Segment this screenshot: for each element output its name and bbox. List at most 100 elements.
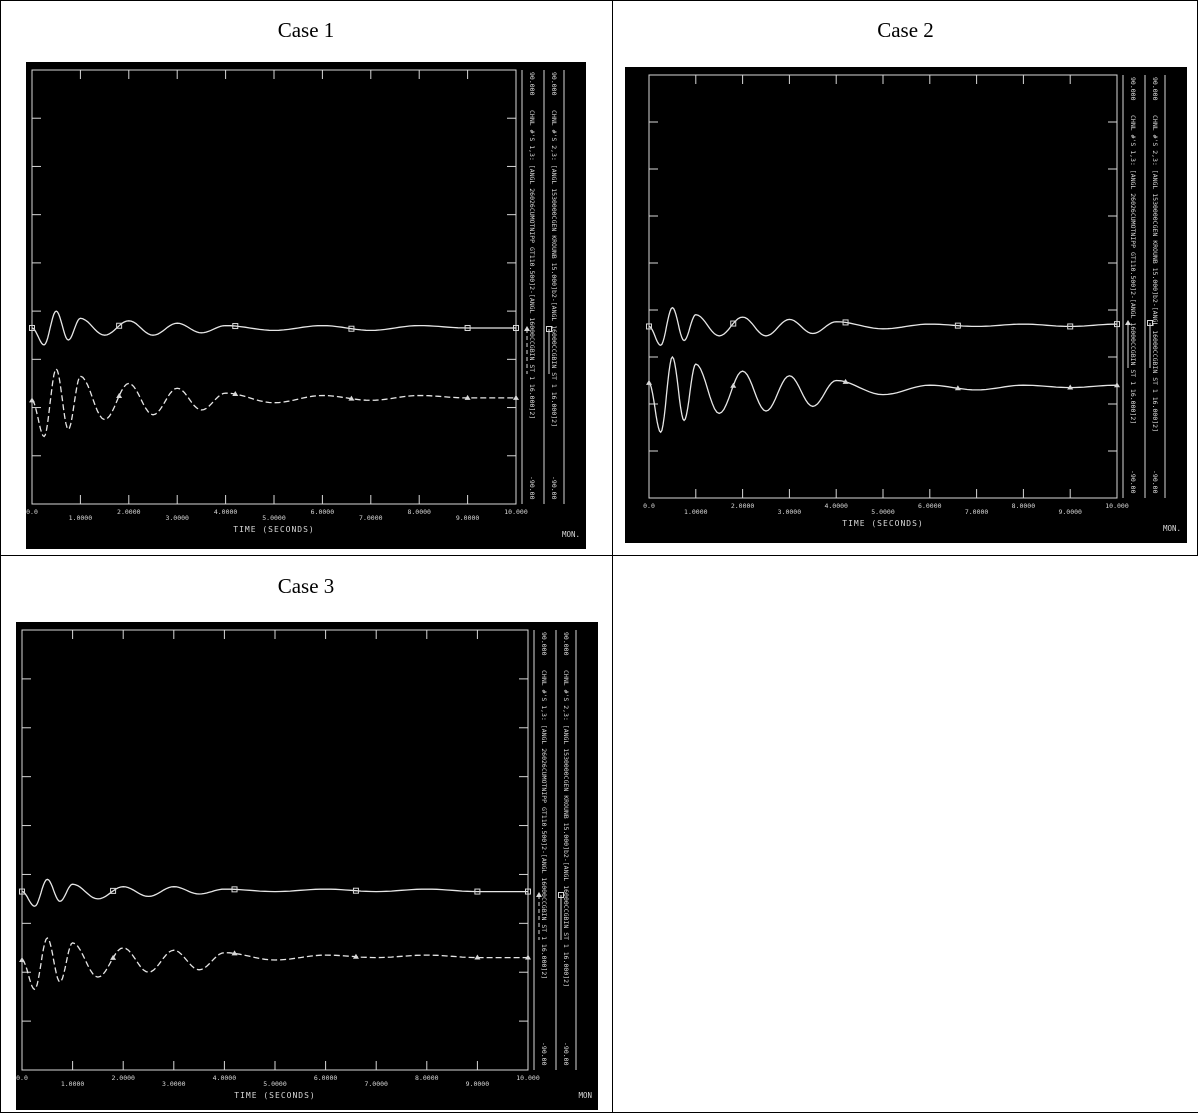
case-1-caption: Case 1 bbox=[277, 18, 335, 42]
x-tick-label: 5.0000 bbox=[263, 1080, 287, 1088]
x-tick-label: 2.0000 bbox=[117, 508, 141, 516]
table-border-center bbox=[612, 0, 613, 1113]
series-line-upper bbox=[31, 310, 516, 346]
x-tick-label: 2.0000 bbox=[731, 502, 755, 510]
series-marker bbox=[352, 887, 359, 894]
series-marker bbox=[954, 385, 961, 391]
y-min-label: -90.00 bbox=[1151, 470, 1159, 494]
corner-label: MON. bbox=[1163, 524, 1181, 533]
x-tick-label: 6.0000 bbox=[311, 508, 335, 516]
series-marker bbox=[19, 888, 25, 895]
series-marker bbox=[1067, 384, 1074, 390]
series-line-upper bbox=[648, 306, 1118, 347]
case-2-caption: Case 2 bbox=[877, 18, 934, 42]
x-tick-label: 8.0000 bbox=[1012, 502, 1036, 510]
corner-label: MON. bbox=[562, 530, 580, 539]
x-tick-label: 7.0000 bbox=[359, 514, 383, 522]
x-tick-label: 3.0000 bbox=[162, 1080, 186, 1088]
y-max-label: 90.000 bbox=[550, 72, 558, 96]
series-marker bbox=[352, 953, 359, 959]
legend-marker bbox=[524, 326, 530, 331]
x-tick-label: 0.0 bbox=[26, 508, 38, 516]
table-border-middle bbox=[0, 555, 1198, 556]
x-tick-label: 9.0000 bbox=[1058, 508, 1082, 516]
case-1-chart: 0.0 1.0000 2.0000 3.0000 4.0000 5.0000 6.0000 7… bbox=[26, 69, 580, 539]
x-tick-label: 3.0000 bbox=[165, 514, 189, 522]
legend-marker bbox=[536, 892, 542, 897]
series-marker bbox=[513, 394, 519, 400]
x-tick-label: 9.0000 bbox=[456, 514, 480, 522]
series-marker bbox=[231, 950, 238, 956]
plot-frame bbox=[21, 629, 529, 1071]
x-tick-label: 5.0000 bbox=[262, 514, 286, 522]
x-tick-label: 7.0000 bbox=[364, 1080, 388, 1088]
table-border-left bbox=[0, 0, 1, 1113]
series-name-label: CHNL #'S 1,3: [ANGL 26026CUMOTNIPP GT110… bbox=[528, 110, 536, 419]
table-border-top bbox=[0, 0, 1198, 1]
x-tick-label: 6.0000 bbox=[314, 1074, 338, 1082]
series-marker bbox=[730, 320, 737, 327]
series-name-label: CHNL #'S 1,3: [ANGL 26026CUMOTNIPP GT110… bbox=[1129, 115, 1137, 424]
case-1-plot: 0.0 1.0000 2.0000 3.0000 4.0000 5.0000 6.0000 7… bbox=[26, 62, 586, 549]
series-marker bbox=[231, 886, 238, 893]
case-2-plot: 0.0 1.0000 2.0000 3.0000 4.0000 5.0000 6.0000 7… bbox=[625, 67, 1187, 543]
x-tick-label: 4.0000 bbox=[214, 508, 238, 516]
y-min-label: -90.00 bbox=[562, 1042, 570, 1066]
y-max-label: 90.000 bbox=[540, 632, 548, 656]
y-max-label: 90.000 bbox=[1151, 77, 1159, 101]
y-min-label: -90.00 bbox=[540, 1042, 548, 1066]
series-marker bbox=[1067, 323, 1074, 330]
x-tick-label: 8.0000 bbox=[415, 1074, 439, 1082]
series-marker bbox=[464, 324, 471, 331]
x-tick-label: 10.000 bbox=[1105, 502, 1129, 510]
y-max-label: 90.000 bbox=[528, 72, 536, 96]
series-marker bbox=[525, 888, 531, 895]
y-min-label: -90.00 bbox=[528, 476, 536, 500]
x-tick-label: 10.000 bbox=[516, 1074, 540, 1082]
x-tick-label: 5.0000 bbox=[871, 508, 895, 516]
series-marker bbox=[646, 323, 652, 330]
series-name-label: CHNL #'S 2,3: [ANGL 1530000CGEN KROUNB 1… bbox=[550, 110, 558, 427]
series-marker bbox=[464, 394, 471, 400]
y-max-label: 90.000 bbox=[562, 632, 570, 656]
series-marker bbox=[954, 322, 961, 329]
series-marker bbox=[730, 382, 737, 388]
x-tick-label: 4.0000 bbox=[213, 1074, 237, 1082]
series-marker bbox=[116, 392, 123, 398]
series-marker bbox=[513, 324, 519, 331]
x-axis-label: TIME (SECONDS) bbox=[234, 1091, 315, 1100]
series-line-upper bbox=[21, 878, 528, 907]
x-tick-label: 0.0 bbox=[643, 502, 655, 510]
x-tick-label: 3.0000 bbox=[778, 508, 802, 516]
x-tick-label: 10.000 bbox=[504, 508, 528, 516]
x-tick-label: 6.0000 bbox=[918, 502, 942, 510]
x-tick-label: 9.0000 bbox=[466, 1080, 490, 1088]
x-tick-label: 1.0000 bbox=[61, 1080, 85, 1088]
series-marker bbox=[29, 324, 35, 331]
series-marker bbox=[29, 397, 35, 403]
series-line-lower bbox=[31, 367, 516, 438]
legend-marker bbox=[1125, 320, 1131, 325]
series-line-lower bbox=[21, 937, 528, 991]
case-3-chart: 0.0 1.0000 2.0000 3.0000 4.0000 5.0000 6.0000 7… bbox=[16, 629, 592, 1100]
x-tick-label: 0.0 bbox=[16, 1074, 28, 1082]
plot-frame bbox=[648, 74, 1118, 499]
series-line-lower bbox=[648, 355, 1118, 434]
series-marker bbox=[116, 322, 123, 329]
x-tick-label: 1.0000 bbox=[684, 508, 708, 516]
series-marker bbox=[474, 954, 481, 960]
y-min-label: -90.00 bbox=[550, 476, 558, 500]
series-marker bbox=[525, 954, 531, 960]
y-max-label: 90.000 bbox=[1129, 77, 1137, 101]
corner-label: MON bbox=[578, 1091, 592, 1100]
series-marker bbox=[232, 391, 239, 397]
legend-marker bbox=[1147, 320, 1153, 326]
x-tick-label: 2.0000 bbox=[111, 1074, 135, 1082]
series-marker bbox=[842, 378, 849, 384]
x-tick-label: 1.0000 bbox=[69, 514, 93, 522]
series-marker bbox=[1114, 382, 1120, 388]
case-3-plot: 0.0 1.0000 2.0000 3.0000 4.0000 5.0000 6.0000 7… bbox=[16, 622, 598, 1110]
series-marker bbox=[348, 395, 355, 401]
legend-marker bbox=[558, 892, 564, 898]
case-2-chart: 0.0 1.0000 2.0000 3.0000 4.0000 5.0000 6.0000 7… bbox=[643, 74, 1181, 533]
